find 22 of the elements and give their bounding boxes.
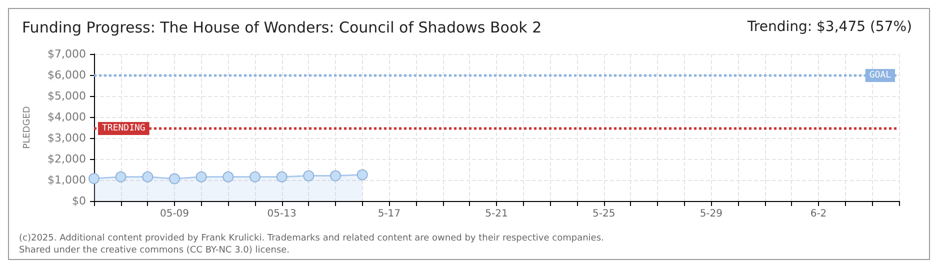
y-tick-label: $5,000 — [48, 90, 86, 102]
x-tick-label: 5-29 — [700, 208, 723, 220]
text: (c)2025. Additional content provided by Frank Krulicki. Trademarks and related content are owned by their respective companies. — [19, 234, 604, 244]
chart-subtitle: Trending: $3,475 (57%) — [746, 19, 912, 35]
x-tick-label: 5-25 — [592, 208, 616, 220]
x-tick-label: 6-2 — [810, 208, 827, 220]
x-tick-label: 5-17 — [378, 208, 401, 220]
y-tick-label: $0 — [72, 194, 86, 208]
y-tick-label: $1,000 — [48, 174, 86, 186]
chart-title: Funding Progress: The House of Wonders: Council of Shadows Book 2 — [22, 18, 542, 36]
y-tick-label: $3,000 — [48, 132, 86, 144]
text: Shared under the creative commons (CC BY-NC 3.0) license. — [19, 246, 290, 256]
y-axis-title: PLEDGED — [22, 106, 32, 149]
x-tick-label: 05-13 — [267, 208, 296, 220]
y-tick-label: $4,000 — [48, 110, 86, 124]
x-tick-label: 05-09 — [160, 208, 190, 220]
ref-line-label: TRENDING — [102, 124, 146, 134]
y-tick-label: $2,000 — [48, 152, 86, 166]
ref-line-label: GOAL — [869, 70, 891, 80]
x-tick-label: 5-21 — [485, 208, 508, 220]
y-tick-label: $7,000 — [48, 48, 86, 60]
y-tick-label: $6,000 — [48, 68, 86, 82]
